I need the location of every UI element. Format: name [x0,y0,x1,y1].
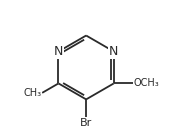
Text: CH₃: CH₃ [23,88,41,98]
Text: N: N [109,45,119,58]
Text: N: N [54,45,63,58]
Text: OCH₃: OCH₃ [133,78,159,88]
Text: Br: Br [80,117,92,128]
